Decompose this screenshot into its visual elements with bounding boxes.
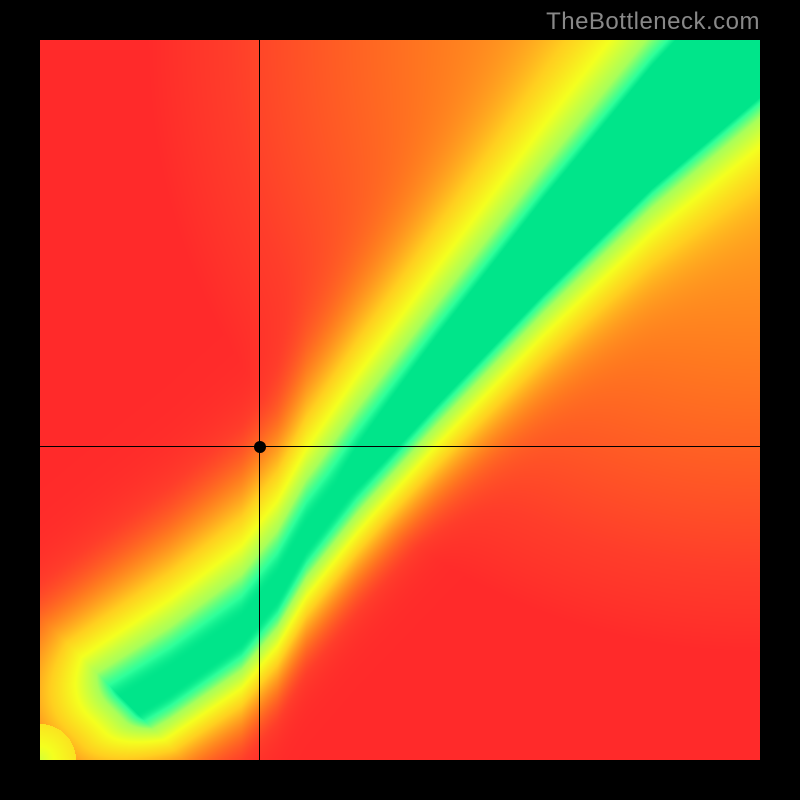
figure-container: TheBottleneck.com xyxy=(0,0,800,800)
bottleneck-heatmap xyxy=(40,40,760,760)
watermark-text: TheBottleneck.com xyxy=(546,8,760,36)
plot-area xyxy=(40,40,760,760)
